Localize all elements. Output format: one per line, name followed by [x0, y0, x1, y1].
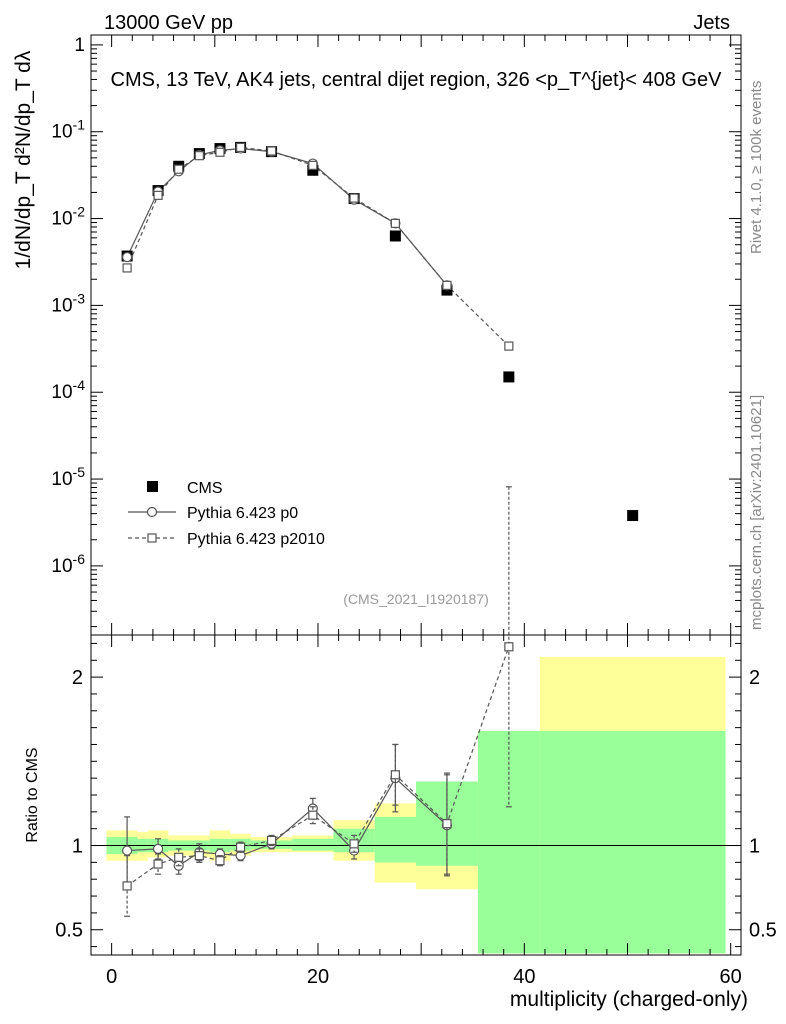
ratio-y-tick-label: 1 [72, 836, 83, 858]
legend-marker-cms [147, 481, 158, 492]
ratio-point-p2010 [308, 810, 318, 820]
data-point-p2010 [153, 190, 163, 200]
x-tick-label: 60 [720, 966, 742, 988]
data-point-p2010 [266, 146, 277, 156]
ratio-point-p2010 [266, 835, 277, 846]
ratio-point-p2010 [442, 819, 452, 829]
x-tick-label: 40 [513, 966, 535, 988]
legend-label-p2010: Pythia 6.423 p2010 [187, 531, 325, 548]
y-tick-label: 10-5 [51, 464, 85, 490]
ratio-tick-labels: 0.5 0.51 12 20 20 40 60 [55, 667, 777, 988]
ratio-series [122, 486, 514, 917]
ratio-y-tick-label-right: 0.5 [749, 920, 777, 942]
ratio-point-p2010 [215, 856, 225, 866]
data-point-cms [627, 510, 639, 522]
data-point-p2010 [308, 160, 318, 170]
y-tick-label: 10-3 [51, 290, 85, 316]
header-left: 13000 GeV pp [104, 12, 233, 34]
y-tick-label: 10-1 [51, 117, 85, 143]
y-tick-label: 1 [74, 35, 85, 56]
x-axis-label: multiplicity (charged-only) [510, 988, 748, 1011]
ratio-axis-ticks [91, 635, 741, 955]
ratio-point-p2010 [390, 770, 400, 780]
series-line [126, 146, 510, 347]
ratio-point-p0 [152, 843, 164, 854]
ratio-point-p2010 [236, 842, 246, 852]
main-axis-ticks [91, 35, 741, 635]
band-green [539, 731, 726, 954]
ratio-y-axis-label: Ratio to CMS [24, 747, 41, 842]
data-point-cms [307, 164, 319, 176]
legend-label-cms: CMS [187, 480, 223, 497]
y-tick-label: 10-4 [51, 377, 85, 403]
ratio-point-p2010 [504, 642, 514, 652]
ratio-uncertainty-bands [106, 656, 726, 954]
ratio-y-tick-label-right: 1 [749, 836, 760, 858]
band-green [374, 816, 416, 863]
data-point-cms [389, 230, 401, 242]
data-point-p0 [122, 251, 133, 263]
header-right: Jets [693, 12, 730, 34]
data-point-cms [503, 371, 515, 383]
main-series [121, 141, 639, 522]
main-title: CMS, 13 TeV, AK4 jets, central dijet reg… [111, 69, 723, 91]
analysis-label: (CMS_2021_I1920187) [343, 591, 489, 607]
data-point-p2010 [194, 151, 204, 161]
ratio-point-p2010 [122, 881, 132, 891]
main-y-axis-label: 1/dN/dp_T d²N/dp_T dλ [12, 50, 35, 269]
y-tick-label: 10-6 [51, 551, 85, 577]
band-green [292, 838, 334, 851]
data-point-p2010 [504, 341, 514, 351]
ratio-panel: 0.5 0.51 12 20 20 40 60 Ratio to CMS multiplic… [24, 486, 777, 1011]
main-panel: 10-6 10-5 10-4 10-3 10-2 10-1 1 CMS, 13 TeV, A… [12, 34, 742, 636]
ratio-point-p2010 [194, 851, 204, 861]
y-tick-label: 10-2 [51, 204, 85, 230]
data-point-p2010 [349, 193, 359, 203]
x-tick-label: 20 [307, 966, 329, 988]
legend: CMS Pythia 6.423 p0 Pythia 6.423 p2010 [128, 480, 325, 548]
data-point-p2010 [174, 164, 184, 174]
mcplots-label: mcplots.cern.ch [arXiv:2401.10621] [748, 395, 765, 630]
data-point-p2010 [236, 142, 246, 152]
legend-label-p0: Pythia 6.423 p0 [187, 505, 298, 522]
legend-marker-p0 [146, 506, 158, 518]
ratio-y-tick-label: 0.5 [55, 920, 83, 942]
ratio-point-p0 [122, 845, 133, 856]
x-tick-label: 0 [106, 966, 117, 988]
data-point-p2010 [215, 147, 225, 157]
main-y-tick-labels: 10-6 10-5 10-4 10-3 10-2 10-1 1 [51, 35, 85, 577]
ratio-point-p2010 [174, 852, 184, 862]
ratio-y-tick-label: 2 [72, 667, 83, 689]
ratio-frame [90, 634, 742, 956]
ratio-y-tick-label-right: 2 [749, 667, 760, 689]
data-point-p2010 [122, 263, 132, 273]
data-point-p2010 [442, 280, 452, 290]
rivet-label: Rivet 4.1.0, ≥ 100k events [748, 81, 765, 254]
ratio-point-p2010 [153, 859, 163, 869]
legend-marker-p2010 [147, 533, 157, 543]
data-point-p2010 [390, 218, 400, 228]
ratio-point-p2010 [349, 839, 359, 849]
